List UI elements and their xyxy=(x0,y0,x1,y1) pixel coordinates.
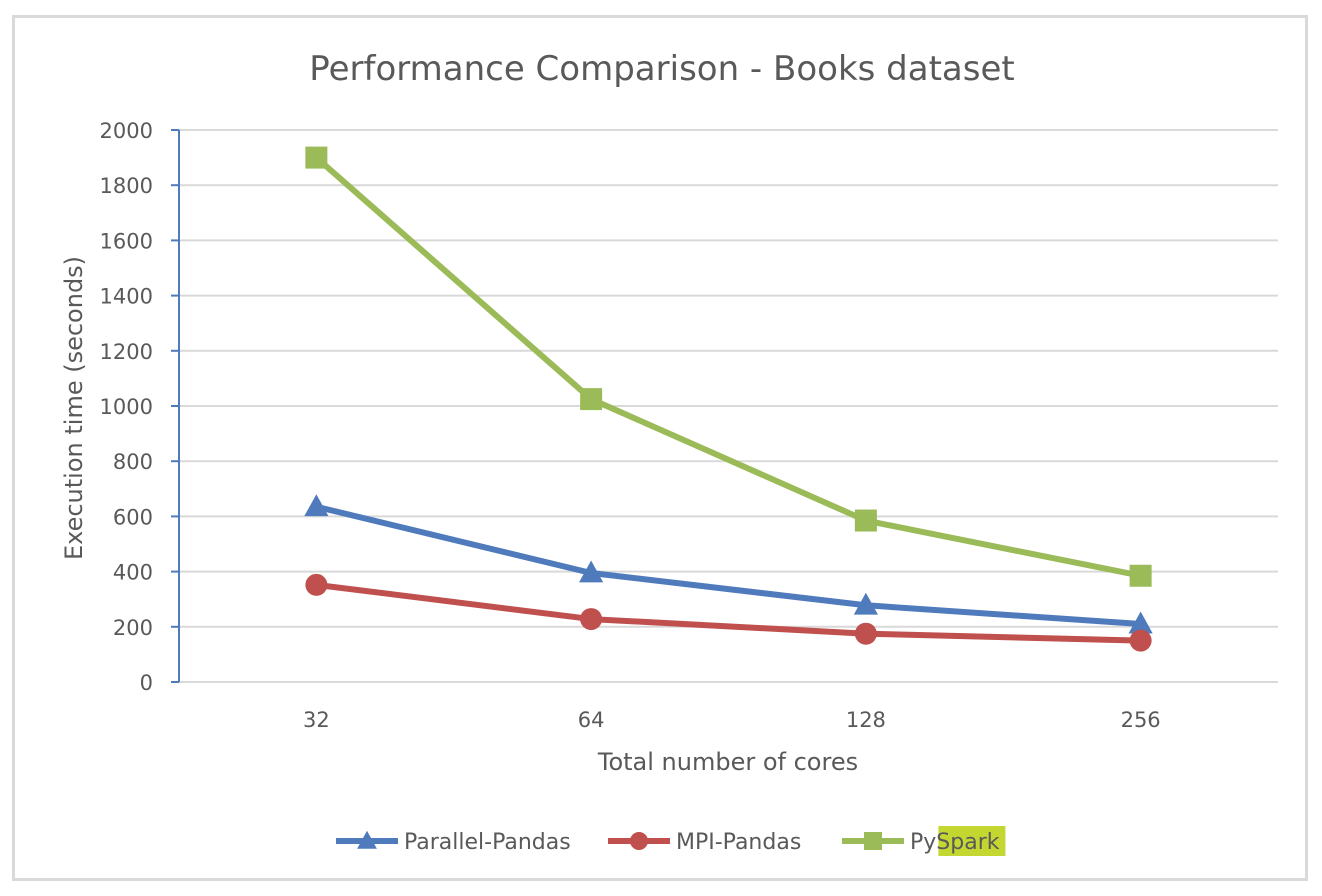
series-group xyxy=(304,146,1153,652)
data-point xyxy=(580,608,603,631)
x-tick-label: 64 xyxy=(578,708,605,732)
legend-label: Parallel-Pandas xyxy=(404,830,571,855)
legend-marker xyxy=(630,832,648,850)
chart-title: Performance Comparison - Books dataset xyxy=(309,49,1014,89)
legend-marker xyxy=(864,832,882,850)
y-tick-label: 1000 xyxy=(100,395,153,419)
data-point xyxy=(1129,629,1152,652)
y-tick-label: 200 xyxy=(113,616,153,640)
y-tick-label: 600 xyxy=(113,505,153,529)
series-line xyxy=(315,503,1141,628)
y-tick-labels: 0 200 400 600 800 1000 1200 1400 1600 1800 2000 xyxy=(100,119,153,695)
x-axis-label: Total number of cores xyxy=(597,748,858,776)
y-tick-label: 1200 xyxy=(100,340,153,364)
x-tick-label: 256 xyxy=(1121,708,1161,732)
chart-frame xyxy=(12,15,1308,881)
legend: Parallel-Pandas MPI-Pandas PySpark xyxy=(336,826,1006,856)
series-mpi-pandas xyxy=(305,573,1152,652)
y-tick-label: 800 xyxy=(113,450,153,474)
y-tick-label: 1600 xyxy=(100,229,153,253)
series-parallel-pandas xyxy=(304,494,1153,634)
data-point xyxy=(580,388,603,411)
series-line xyxy=(316,581,1141,644)
y-tick-label: 1400 xyxy=(100,285,153,309)
data-point xyxy=(305,146,328,169)
x-tick-labels: 32 64 128 256 xyxy=(303,708,1161,732)
data-point xyxy=(1128,611,1153,634)
legend-label: PySpark xyxy=(910,830,1000,855)
y-tick-label: 2000 xyxy=(100,119,153,143)
legend-marker xyxy=(357,830,377,849)
y-tick-label: 0 xyxy=(140,671,153,695)
y-tick-label: 1800 xyxy=(100,174,153,198)
data-point xyxy=(853,592,878,615)
series-pyspark xyxy=(305,146,1152,587)
legend-label: MPI-Pandas xyxy=(676,830,801,855)
x-tick-label: 128 xyxy=(846,708,886,732)
y-tick-label: 400 xyxy=(113,561,153,585)
legend-highlight xyxy=(938,826,1006,856)
legend-item: MPI-Pandas xyxy=(608,830,801,855)
series-line xyxy=(314,155,1142,579)
legend-item: PySpark xyxy=(842,826,1006,856)
legend-item: Parallel-Pandas xyxy=(336,830,571,855)
y-axis-label: Execution time (seconds) xyxy=(60,256,88,560)
gridlines xyxy=(171,129,1278,683)
data-point xyxy=(1129,564,1152,587)
data-point xyxy=(854,509,877,532)
x-tick-label: 32 xyxy=(303,708,330,732)
data-point xyxy=(305,573,328,596)
data-point xyxy=(579,560,604,583)
data-point xyxy=(304,494,329,517)
data-point xyxy=(854,622,877,645)
